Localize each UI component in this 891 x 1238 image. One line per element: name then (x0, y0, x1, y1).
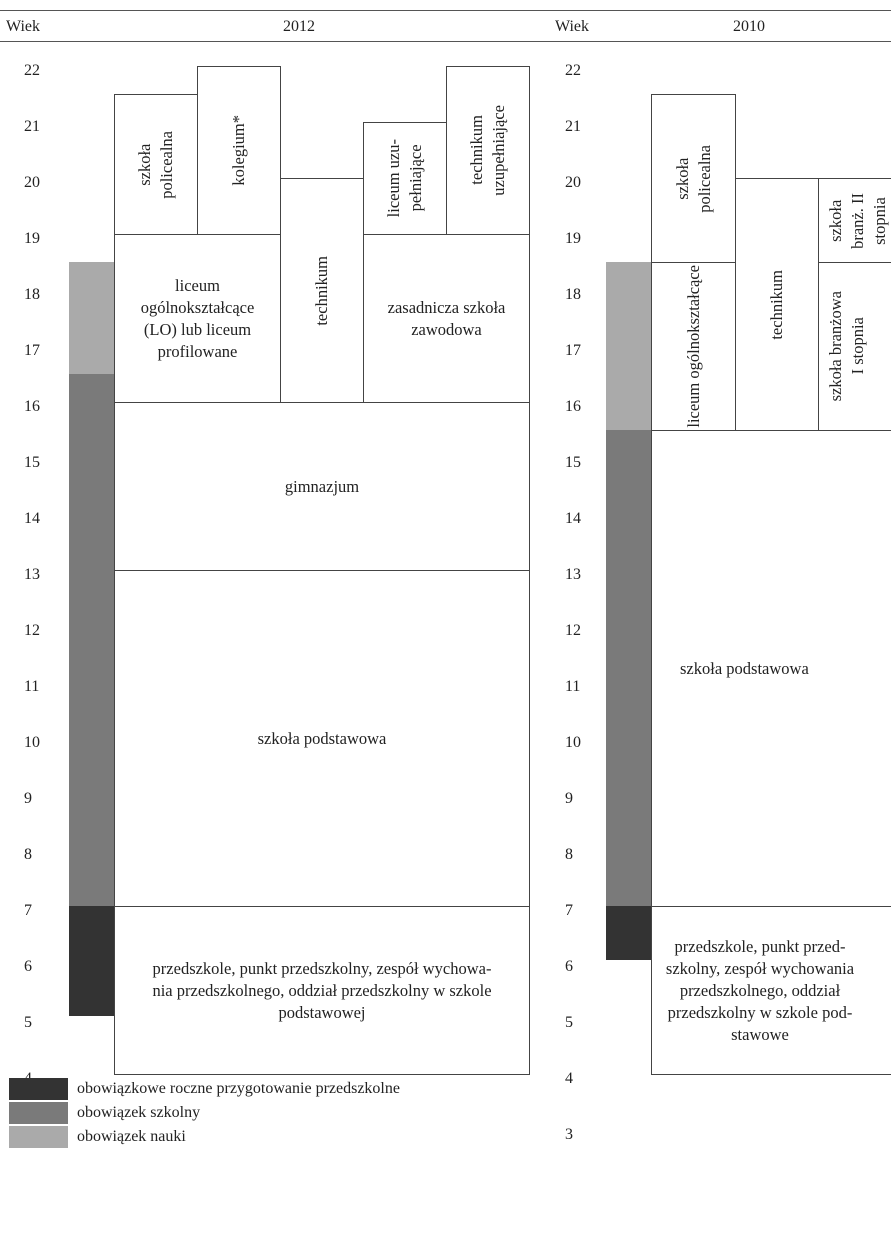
legend-swatch-nauki (9, 1126, 68, 1148)
age-tick-label: 12 (565, 622, 581, 639)
left-box-technikum: technikum (280, 178, 364, 403)
age-tick-label: 18 (24, 286, 40, 303)
age-tick-label: 3 (565, 1126, 573, 1143)
age-tick-label: 4 (565, 1070, 573, 1087)
right-box-szkola-branzowa-1: szkoła branżowa I stopnia (818, 262, 891, 431)
left-box-gimnazjum: gimnazjum (114, 402, 530, 571)
legend-label-przedszkolne: obowiązkowe roczne przygotowanie przedsz… (77, 1080, 400, 1097)
age-tick-label: 16 (24, 398, 40, 415)
age-tick-label: 19 (565, 230, 581, 247)
age-tick-label: 5 (565, 1014, 573, 1031)
legend-swatch-przedszkolne (9, 1078, 68, 1100)
left-bar-nauki (69, 262, 115, 374)
right-box-szkola-branzowa-2-label: szkoła branż. II stopnia (826, 192, 889, 249)
age-tick-label: 21 (565, 118, 581, 135)
age-tick-label: 16 (565, 398, 581, 415)
age-tick-label: 13 (565, 566, 581, 583)
left-box-liceum-uzupelniajace: liceum uzu- pełniające (363, 122, 447, 235)
right-box-przedszkole: przedszkole, punkt przed- szkolny, zespó… (651, 906, 891, 1075)
right-box-szkola-policealna: szkoła policealna (651, 94, 736, 263)
left-box-liceum: liceum ogólnokształcące (LO) lub liceum … (114, 234, 281, 403)
left-box-liceum-label: liceum ogólnokształcące (LO) lub liceum … (140, 275, 255, 361)
header-bottom-rule (0, 41, 891, 42)
header-top-rule (0, 10, 891, 11)
legend-swatch-szkolny (9, 1102, 68, 1124)
legend-label-nauki: obowiązek nauki (77, 1128, 186, 1145)
right-box-liceum: liceum ogólnokształcące (651, 262, 736, 431)
right-box-przedszkole-label: przedszkole, punkt przed- szkolny, zespó… (665, 936, 855, 1044)
age-tick-label: 15 (24, 454, 40, 471)
right-bar-przedszkolne (606, 906, 652, 960)
age-tick-label: 17 (24, 342, 40, 359)
age-tick-label: 8 (24, 846, 32, 863)
right-box-szkola-branzowa-1-label: szkoła branżowa I stopnia (826, 291, 867, 402)
age-tick-label: 6 (24, 958, 32, 975)
age-tick-label: 8 (565, 846, 573, 863)
age-tick-label: 10 (565, 734, 581, 751)
age-tick-label: 19 (24, 230, 40, 247)
right-bar-szkolny (606, 430, 652, 906)
right-box-liceum-label: liceum ogólnokształcące (683, 265, 703, 428)
age-tick-label: 20 (24, 174, 40, 191)
age-tick-label: 13 (24, 566, 40, 583)
right-box-szkola-branzowa-2: szkoła branż. II stopnia (818, 178, 891, 263)
age-tick-label: 20 (565, 174, 581, 191)
left-box-zasadnicza-label: zasadnicza szkoła zawodowa (387, 297, 506, 339)
age-tick-label: 21 (24, 118, 40, 135)
left-box-szkola-policealna-label: szkoła policealna (135, 130, 176, 199)
left-year-header: 2012 (283, 18, 315, 35)
age-tick-label: 22 (24, 62, 40, 79)
age-tick-label: 6 (565, 958, 573, 975)
age-tick-label: 18 (565, 286, 581, 303)
right-age-header: Wiek (555, 18, 590, 35)
left-box-technikum-label: technikum (312, 255, 331, 326)
right-box-szkola-policealna-label: szkoła policealna (672, 144, 714, 213)
left-box-szkola-podstawowa-label: szkoła podstawowa (257, 728, 387, 748)
left-box-technikum-uzupelniajace: technikum uzupełniające (446, 66, 530, 235)
age-tick-label: 7 (24, 902, 32, 919)
age-tick-label: 11 (565, 678, 581, 695)
left-box-szkola-podstawowa: szkoła podstawowa (114, 570, 530, 907)
age-tick-label: 14 (24, 510, 40, 527)
left-box-kolegium-label: kolegium* (229, 115, 248, 186)
right-box-szkola-podstawowa-label: szkoła podstawowa (680, 658, 809, 678)
left-bar-szkolny (69, 374, 115, 906)
age-tick-label: 9 (24, 790, 32, 807)
left-box-zasadnicza: zasadnicza szkoła zawodowa (363, 234, 530, 403)
age-tick-label: 15 (565, 454, 581, 471)
left-box-przedszkole-label: przedszkole, punkt przedszkolny, zespół … (152, 958, 492, 1022)
age-tick-label: 7 (565, 902, 573, 919)
age-tick-label: 5 (24, 1014, 32, 1031)
age-tick-label: 10 (24, 734, 40, 751)
right-bar-nauki (606, 262, 652, 430)
right-box-technikum: technikum (735, 178, 819, 431)
right-box-technikum-label: technikum (767, 269, 786, 340)
left-age-header: Wiek (6, 18, 41, 35)
legend-label-szkolny: obowiązek szkolny (77, 1104, 201, 1121)
left-box-technikum-uzupelniajace-label: technikum uzupełniające (467, 105, 508, 196)
left-bar-przedszkolne (69, 906, 115, 1016)
left-box-liceum-uzupelniajace-label: liceum uzu- pełniające (384, 139, 425, 218)
age-tick-label: 22 (565, 62, 581, 79)
age-tick-label: 9 (565, 790, 573, 807)
left-box-szkola-policealna: szkoła policealna (114, 94, 198, 235)
left-box-gimnazjum-label: gimnazjum (284, 476, 360, 496)
age-tick-label: 17 (565, 342, 581, 359)
left-box-kolegium: kolegium* (197, 66, 281, 235)
age-tick-label: 11 (24, 678, 40, 695)
left-box-przedszkole: przedszkole, punkt przedszkolny, zespół … (114, 906, 530, 1075)
right-year-header: 2010 (733, 18, 765, 35)
right-box-szkola-podstawowa: szkoła podstawowa (651, 430, 891, 907)
age-tick-label: 14 (565, 510, 581, 527)
age-tick-label: 12 (24, 622, 40, 639)
